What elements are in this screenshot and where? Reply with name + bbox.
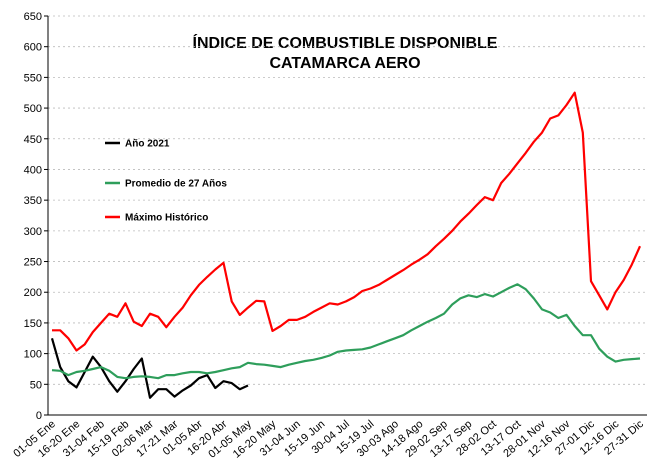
y-tick-label: 150 (24, 318, 42, 330)
y-tick-label: 100 (24, 349, 42, 361)
y-tick-label: 300 (24, 226, 42, 238)
legend-label: Máximo Histórico (125, 213, 208, 224)
legend-label: Promedio de 27 Años (125, 179, 227, 190)
y-tick-label: 450 (24, 134, 42, 146)
chart-subtitle: CATAMARCA AERO (269, 55, 420, 72)
y-tick-label: 50 (30, 379, 42, 391)
y-tick-label: 600 (24, 42, 42, 54)
series-line (52, 91, 642, 352)
series-line (50, 337, 249, 399)
legend-label: Año 2021 (125, 139, 170, 150)
series-line (51, 283, 641, 380)
y-tick-label: 500 (24, 103, 42, 115)
y-tick-label: 650 (24, 11, 42, 23)
y-tick-label: 200 (24, 287, 42, 299)
y-tick-label: 550 (24, 72, 42, 84)
y-tick-label: 0 (36, 410, 42, 422)
y-tick-label: 400 (24, 164, 42, 176)
y-tick-label: 350 (24, 195, 42, 207)
chart-title: ÍNDICE DE COMBUSTIBLE DISPONIBLE (193, 33, 498, 52)
y-tick-label: 250 (24, 257, 42, 269)
